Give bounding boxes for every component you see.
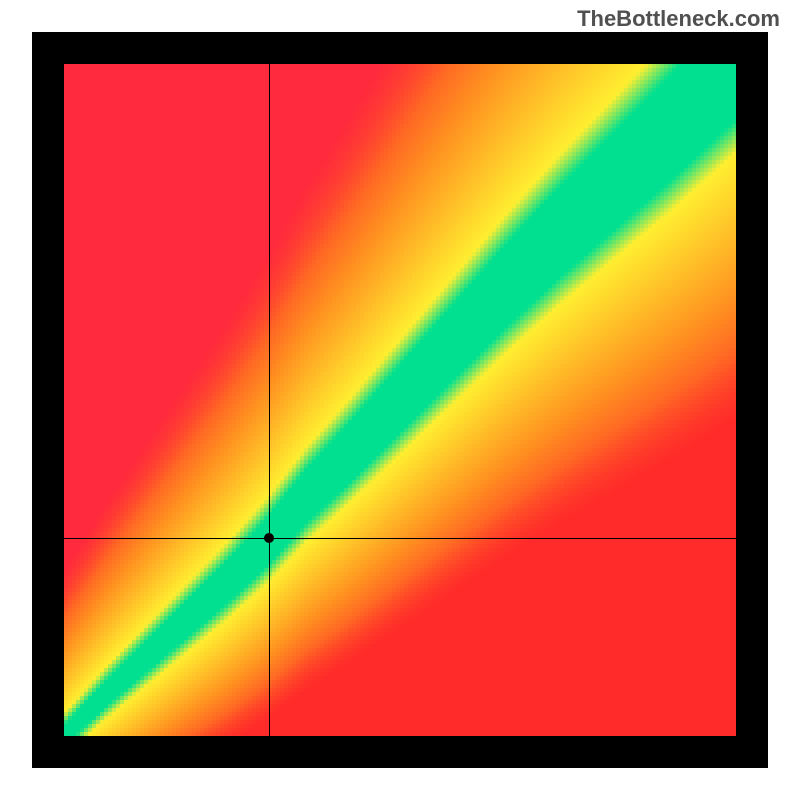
chart-plot-area — [64, 64, 736, 736]
marker-dot — [264, 533, 274, 543]
crosshair-horizontal — [64, 538, 736, 539]
watermark-text: TheBottleneck.com — [577, 6, 780, 32]
chart-frame — [32, 32, 768, 768]
heatmap-canvas — [64, 64, 736, 736]
crosshair-vertical — [269, 64, 270, 736]
